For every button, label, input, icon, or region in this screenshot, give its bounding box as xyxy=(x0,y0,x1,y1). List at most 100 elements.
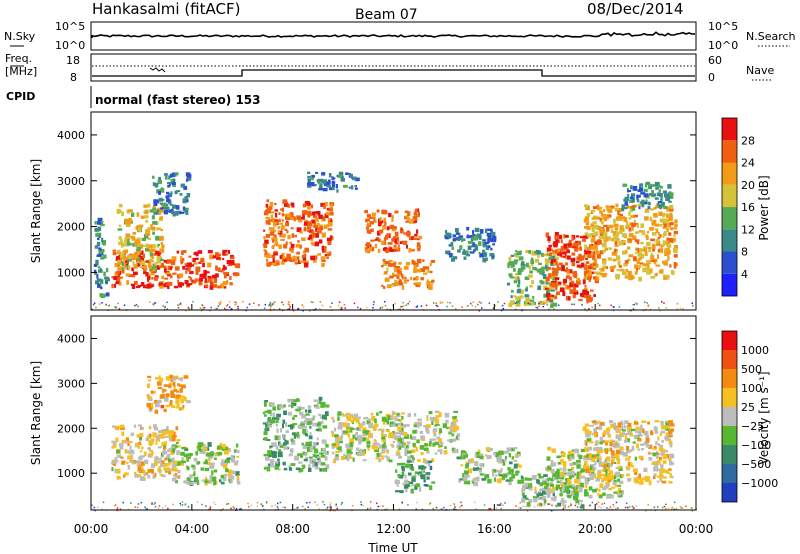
heatmap-cell xyxy=(516,284,521,288)
heatmap-cell xyxy=(123,255,126,261)
heatmap-cell xyxy=(400,412,405,415)
heatmap-cell xyxy=(568,505,570,507)
heatmap-cell xyxy=(275,460,279,464)
heatmap-cell xyxy=(354,437,358,441)
heatmap-cell xyxy=(633,223,639,226)
heatmap-cell xyxy=(223,473,228,477)
heatmap-cell xyxy=(372,246,375,252)
heatmap-cell xyxy=(230,455,234,459)
heatmap-cell xyxy=(286,253,291,258)
heatmap-cell xyxy=(650,452,655,455)
heatmap-cell xyxy=(172,204,176,209)
heatmap-cell xyxy=(690,507,693,509)
heatmap-cell xyxy=(165,404,171,408)
heatmap-cell xyxy=(281,423,285,429)
heatmap-cell xyxy=(600,206,603,210)
heatmap-cell xyxy=(280,239,285,241)
heatmap-cell xyxy=(305,409,308,413)
heatmap-cell xyxy=(435,304,438,307)
heatmap-cell xyxy=(546,493,551,498)
heatmap-cell xyxy=(382,258,386,262)
heatmap-cell xyxy=(407,212,410,216)
heatmap-cell xyxy=(439,441,444,446)
power-frame xyxy=(91,112,696,310)
heatmap-cell xyxy=(294,234,297,238)
heatmap-cell xyxy=(673,508,675,511)
station-title: Hankasalmi (fitACF) xyxy=(92,0,240,18)
heatmap-cell xyxy=(380,433,385,437)
heatmap-cell xyxy=(120,239,123,244)
heatmap-cell xyxy=(542,305,544,308)
nave-label: Nave xyxy=(746,64,774,77)
heatmap-cell xyxy=(650,255,655,260)
heatmap-cell xyxy=(317,178,322,182)
heatmap-cell xyxy=(425,427,428,432)
heatmap-cell xyxy=(359,428,362,432)
heatmap-cell xyxy=(511,470,514,474)
heatmap-cell xyxy=(212,255,216,259)
heatmap-cell xyxy=(172,211,176,217)
heatmap-cell xyxy=(392,236,398,240)
x-tick-label: 20:00 xyxy=(578,522,613,536)
heatmap-cell xyxy=(393,435,397,440)
heatmap-cell xyxy=(415,508,417,510)
heatmap-cell xyxy=(375,237,380,240)
heatmap-cell xyxy=(323,224,328,229)
heatmap-cell xyxy=(524,288,528,292)
heatmap-cell xyxy=(189,277,193,281)
heatmap-cell xyxy=(409,464,413,469)
heatmap-cell xyxy=(202,273,207,276)
heatmap-cell xyxy=(434,419,440,424)
heatmap-cell xyxy=(264,401,267,407)
heatmap-cell xyxy=(571,235,574,241)
heatmap-cell xyxy=(287,256,290,259)
heatmap-cell xyxy=(629,196,634,200)
heatmap-cell xyxy=(100,256,105,260)
heatmap-cell xyxy=(135,286,141,289)
heatmap-cell xyxy=(636,269,639,273)
heatmap-cell xyxy=(134,506,137,508)
heatmap-cell xyxy=(303,253,307,258)
heatmap-cell xyxy=(270,211,274,214)
heatmap-cell xyxy=(669,222,674,226)
heatmap-cell xyxy=(562,486,566,490)
heatmap-cell xyxy=(263,437,268,441)
heatmap-cell xyxy=(615,428,621,433)
heatmap-cell xyxy=(615,230,618,233)
heatmap-cell xyxy=(546,468,551,472)
heatmap-cell xyxy=(416,423,420,428)
heatmap-cell xyxy=(660,244,663,250)
heatmap-cell xyxy=(350,420,353,423)
heatmap-cell xyxy=(343,184,348,188)
heatmap-cell xyxy=(312,415,316,418)
heatmap-cell xyxy=(217,451,223,456)
heatmap-cell xyxy=(603,475,608,479)
heatmap-cell xyxy=(236,480,241,485)
heatmap-cell xyxy=(131,267,134,272)
heatmap-cell xyxy=(186,477,191,482)
heatmap-cell xyxy=(634,456,637,461)
heatmap-cell xyxy=(607,208,613,213)
heatmap-cell xyxy=(615,434,619,440)
heatmap-cell xyxy=(428,411,433,415)
heatmap-cell xyxy=(290,227,294,230)
heatmap-cell xyxy=(517,270,522,275)
heatmap-cell xyxy=(501,504,503,507)
heatmap-cell xyxy=(669,473,672,478)
heatmap-cell xyxy=(460,501,462,504)
heatmap-cell xyxy=(281,213,284,217)
heatmap-cell xyxy=(662,454,668,460)
heatmap-cell xyxy=(391,229,395,232)
heatmap-cell xyxy=(146,508,148,510)
heatmap-cell xyxy=(575,459,581,464)
heatmap-cell xyxy=(138,441,142,446)
heatmap-cell xyxy=(154,377,160,380)
heatmap-cell xyxy=(656,475,660,478)
heatmap-cell xyxy=(280,261,285,265)
heatmap-cell xyxy=(151,249,156,252)
heatmap-cell xyxy=(574,493,579,498)
heatmap-cell xyxy=(640,448,645,451)
heatmap-cell xyxy=(318,239,323,244)
heatmap-cell xyxy=(271,254,276,259)
